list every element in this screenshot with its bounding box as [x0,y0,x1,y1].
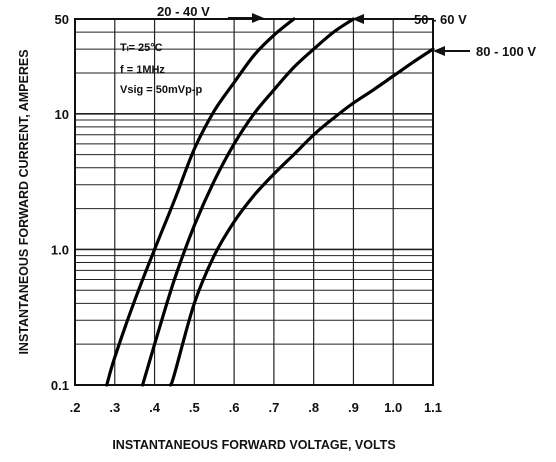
y-axis-label: INSTANTANEOUS FORWARD CURRENT, AMPERES [17,49,31,354]
condition-frequency: f = 1MHz [120,64,165,76]
y-tick-label: 50 [55,12,69,27]
condition-signal: Vsig = 50mVp-p [120,84,203,96]
series-curves [105,17,435,387]
tick-labels: .2 .3 .4 .5 .6 .7 .8 .9 1.0 1.1 0.1 1.0 10 50 [51,12,442,415]
y-tick-label: 1.0 [51,242,69,257]
arrow-right-icon [252,13,264,23]
series-line-1 [141,17,355,387]
x-tick-label: .4 [149,400,161,415]
y-tick-label: 0.1 [51,378,69,393]
series-label-20-40v-text: 20 - 40 V [157,4,210,19]
arrow-left-icon [433,46,445,56]
y-tick-label: 10 [55,107,69,122]
x-tick-label: .3 [109,400,120,415]
conditions-note: Tₗ= 25°C f = 1MHz Vsig = 50mVp-p [120,42,203,96]
series-label-50-60v: 50 - 60 V [352,12,467,27]
condition-temperature: Tₗ= 25°C [120,42,163,54]
series-line-0 [105,17,296,387]
arrow-left-icon [352,14,364,24]
x-tick-label: .5 [189,400,200,415]
x-tick-label: 1.1 [424,400,442,415]
x-tick-label: .6 [229,400,240,415]
grid-lines [75,19,433,385]
x-tick-label: 1.0 [384,400,402,415]
series-label-50-60v-text: 50 - 60 V [414,12,467,27]
series-line-2 [168,47,435,387]
x-tick-label: .8 [308,400,319,415]
x-tick-label: .9 [348,400,359,415]
x-tick-label: .2 [70,400,81,415]
x-tick-label: .7 [268,400,279,415]
series-label-80-100v-text: 80 - 100 V [476,44,536,59]
series-label-80-100v: 80 - 100 V [433,44,536,59]
x-axis-label: INSTANTANEOUS FORWARD VOLTAGE, VOLTS [112,438,395,452]
series-label-20-40v: 20 - 40 V [157,4,264,23]
